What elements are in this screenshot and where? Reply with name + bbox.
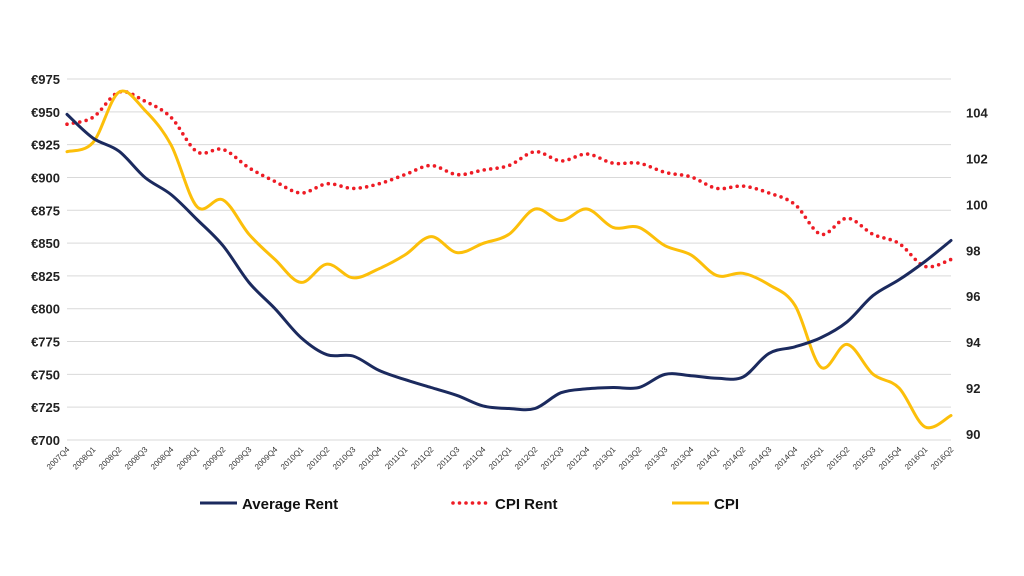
right-tick-label: 96 bbox=[966, 289, 980, 304]
x-tick-label: 2008Q2 bbox=[97, 445, 124, 472]
x-tick-label: 2010Q3 bbox=[331, 445, 358, 472]
x-tick-label: 2007Q4 bbox=[45, 445, 72, 472]
left-tick-label: €925 bbox=[31, 138, 60, 153]
right-tick-label: 94 bbox=[966, 335, 981, 350]
left-axis-ticks: €700 €725 €750 €775 €800 €825 €850 €875 €900 €925… bbox=[31, 72, 60, 448]
x-tick-label: 2012Q4 bbox=[565, 445, 592, 472]
legend-label-average-rent: Average Rent bbox=[242, 496, 338, 513]
left-tick-label: €750 bbox=[31, 367, 60, 382]
legend-label-cpi-rent: CPI Rent bbox=[495, 496, 558, 513]
left-tick-label: €900 bbox=[31, 170, 60, 185]
gridlines bbox=[67, 78, 951, 441]
x-tick-label: 2008Q1 bbox=[71, 445, 98, 472]
left-tick-label: €825 bbox=[31, 269, 60, 284]
right-tick-label: 92 bbox=[966, 381, 980, 396]
x-tick-label: 2014Q3 bbox=[747, 445, 774, 472]
left-tick-label: €725 bbox=[31, 400, 60, 415]
x-tick-label: 2008Q4 bbox=[149, 445, 176, 472]
left-tick-label: €875 bbox=[31, 203, 60, 218]
x-tick-label: 2011Q3 bbox=[435, 445, 461, 471]
right-tick-label: 98 bbox=[966, 243, 980, 258]
x-tick-label: 2013Q1 bbox=[591, 445, 618, 472]
x-tick-label: 2011Q4 bbox=[461, 445, 487, 471]
x-tick-label: 2014Q2 bbox=[721, 445, 748, 472]
x-tick-label: 2009Q2 bbox=[201, 445, 228, 472]
x-tick-label: 2012Q3 bbox=[539, 445, 566, 472]
series-line-cpi bbox=[65, 89, 953, 430]
x-tick-label: 2013Q3 bbox=[643, 445, 670, 472]
left-tick-label: €700 bbox=[31, 433, 60, 448]
right-tick-label: 102 bbox=[966, 152, 988, 167]
x-tick-label: 2010Q2 bbox=[305, 445, 332, 472]
right-tick-label: 104 bbox=[966, 106, 988, 121]
left-tick-label: €850 bbox=[31, 236, 60, 251]
x-tick-label: 2010Q1 bbox=[279, 445, 306, 472]
x-tick-label: 2011Q1 bbox=[383, 445, 409, 471]
series-line-cpi-rent bbox=[65, 89, 953, 269]
right-tick-label: 90 bbox=[966, 427, 980, 442]
left-tick-label: €800 bbox=[31, 302, 60, 317]
left-tick-label: €975 bbox=[31, 72, 60, 87]
x-tick-label: 2013Q2 bbox=[617, 445, 644, 472]
x-tick-label: 2011Q2 bbox=[409, 445, 435, 471]
legend: Average Rent CPI Rent CPI bbox=[200, 496, 739, 513]
x-tick-label: 2016Q1 bbox=[903, 445, 930, 472]
x-tick-label: 2009Q1 bbox=[175, 445, 202, 472]
x-tick-label: 2014Q4 bbox=[773, 445, 800, 472]
x-tick-label: 2014Q1 bbox=[695, 445, 722, 472]
left-tick-label: €775 bbox=[31, 335, 60, 350]
x-tick-label: 2009Q4 bbox=[253, 445, 280, 472]
x-tick-label: 2015Q3 bbox=[851, 445, 878, 472]
x-axis-ticks: 2007Q4 2008Q1 2008Q2 2008Q3 2008Q4 2009Q1 2009… bbox=[45, 445, 956, 472]
x-tick-label: 2012Q2 bbox=[513, 445, 540, 472]
x-tick-label: 2015Q1 bbox=[799, 445, 826, 472]
series-line-average-rent bbox=[65, 112, 953, 412]
x-tick-label: 2009Q3 bbox=[227, 445, 254, 472]
x-tick-label: 2013Q4 bbox=[669, 445, 696, 472]
x-tick-label: 2016Q2 bbox=[929, 445, 956, 472]
left-tick-label: €950 bbox=[31, 105, 60, 120]
x-tick-label: 2015Q4 bbox=[877, 445, 904, 472]
legend-label-cpi: CPI bbox=[714, 496, 739, 513]
x-tick-label: 2008Q3 bbox=[123, 445, 150, 472]
right-axis-ticks: 90 92 94 96 98 100 102 104 bbox=[966, 106, 988, 442]
x-tick-label: 2015Q2 bbox=[825, 445, 852, 472]
right-tick-label: 100 bbox=[966, 197, 988, 212]
x-tick-label: 2010Q4 bbox=[357, 445, 384, 472]
series-lines bbox=[65, 89, 953, 430]
x-tick-label: 2012Q1 bbox=[487, 445, 514, 472]
